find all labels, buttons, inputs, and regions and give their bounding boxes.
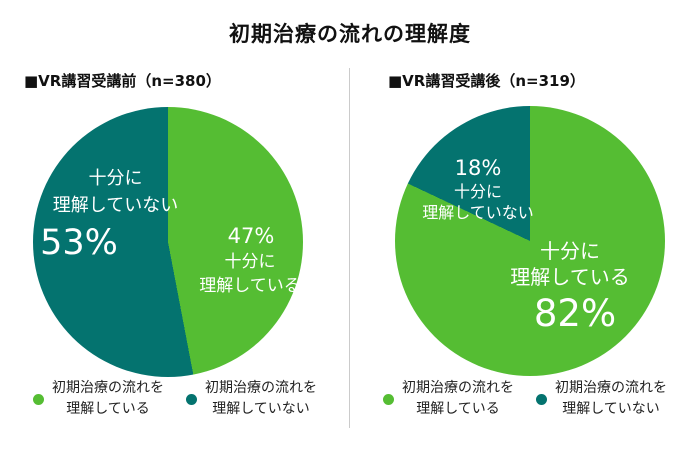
legend-item-not-understood: 初期治療の流れを 理解していない bbox=[536, 378, 667, 420]
legend-item-not-understood: 初期治療の流れを 理解していない bbox=[186, 378, 317, 420]
panel-divider bbox=[349, 68, 350, 428]
legend-before: 初期治療の流れを 理解している 初期治療の流れを 理解していない bbox=[0, 378, 350, 420]
legend-dot-teal bbox=[536, 393, 547, 405]
slice-pct-not-understood: 18% bbox=[454, 156, 502, 180]
panel-header-before: ■VR講習受講前（n=380） bbox=[24, 72, 221, 90]
slice-pct-understood: 82% bbox=[533, 292, 617, 335]
pie-chart-after: 18% 十分に 理解していない 十分に 理解している 82% bbox=[395, 106, 665, 376]
legend-after: 初期治療の流れを 理解している 初期治療の流れを 理解していない bbox=[350, 378, 700, 420]
slice-pct-not-understood: 53% bbox=[40, 223, 118, 263]
legend-dot-green bbox=[383, 393, 394, 405]
legend-dot-teal bbox=[186, 393, 197, 405]
legend-item-understood: 初期治療の流れを 理解している bbox=[33, 378, 164, 420]
panel-header-after: ■VR講習受講後（n=319） bbox=[388, 72, 585, 90]
slice-label-understood: 十分に 理解している bbox=[199, 252, 301, 296]
slice-label-understood: 十分に 理解している bbox=[510, 239, 630, 289]
legend-label: 初期治療の流れを 理解している bbox=[52, 380, 164, 417]
panel-before-vr: ■VR講習受講前（n=380） 十分に 理解していない 53% 47% 十分に … bbox=[0, 60, 350, 450]
panel-after-vr: ■VR講習受講後（n=319） 18% 十分に 理解していない 十分に 理解して… bbox=[350, 60, 700, 450]
legend-item-understood: 初期治療の流れを 理解している bbox=[383, 378, 514, 420]
pie-chart-before: 十分に 理解していない 53% 47% 十分に 理解している bbox=[33, 107, 303, 377]
legend-label: 初期治療の流れを 理解している bbox=[402, 380, 514, 417]
slice-label-not-understood: 十分に 理解していない bbox=[422, 182, 534, 222]
slice-label-not-understood: 十分に 理解していない bbox=[52, 168, 179, 216]
legend-label: 初期治療の流れを 理解していない bbox=[555, 380, 667, 417]
slice-pct-understood: 47% bbox=[227, 224, 275, 248]
legend-label: 初期治療の流れを 理解していない bbox=[205, 380, 317, 417]
legend-dot-green bbox=[33, 393, 44, 405]
chart-title: 初期治療の流れの理解度 bbox=[229, 22, 471, 46]
